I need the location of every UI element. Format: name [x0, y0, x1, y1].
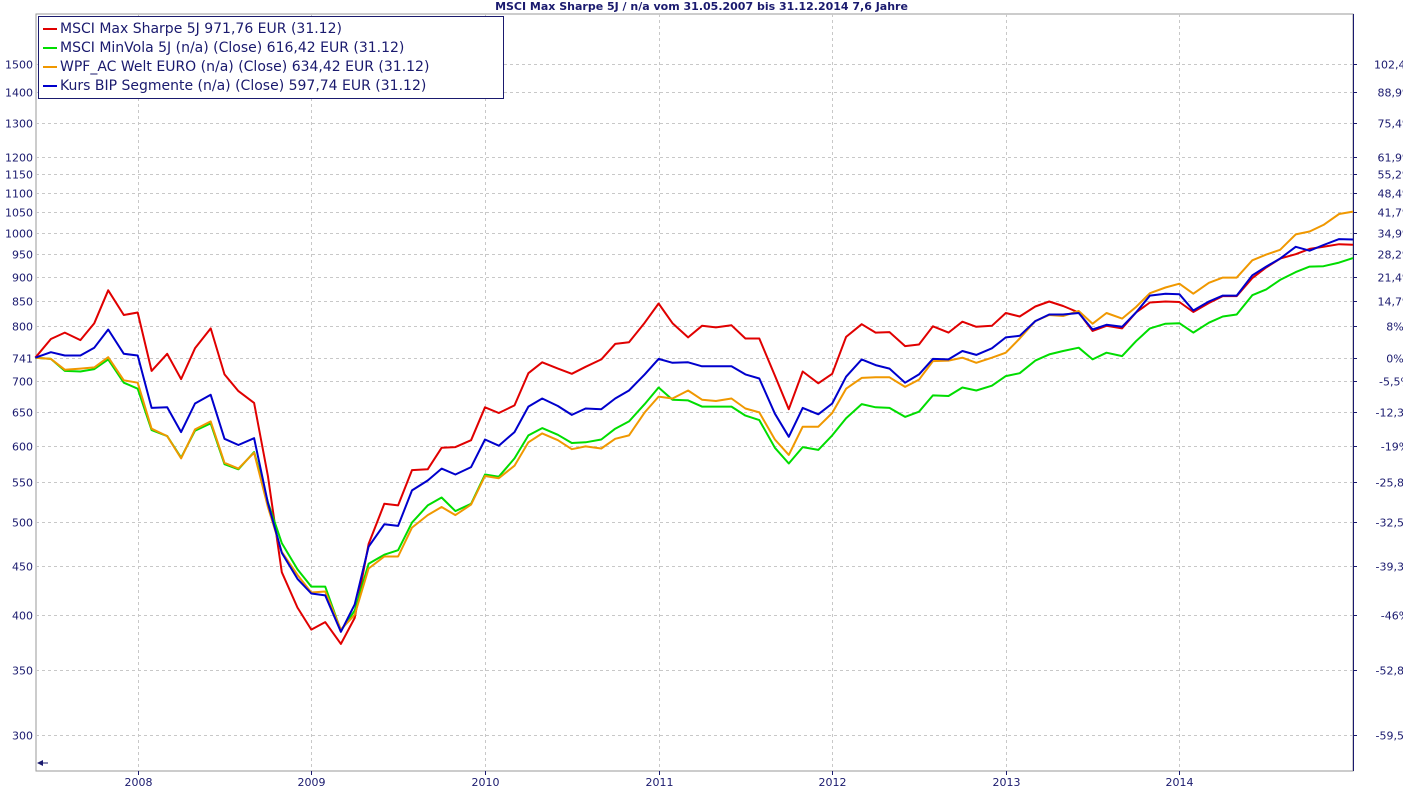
x-tick-label: 2008 [125, 776, 153, 788]
x-tick-label: 2013 [993, 776, 1021, 788]
x-tick-label: 2014 [1166, 776, 1194, 788]
x-tick-label: 2009 [298, 776, 326, 788]
legend-swatch [43, 65, 57, 68]
y-tick-label: 300 [12, 730, 33, 743]
legend-label: MSCI Max Sharpe 5J 971,76 EUR (31.12) [60, 20, 342, 37]
right-tick-label: -19% [1381, 441, 1403, 454]
right-tick-label: -46% [1381, 610, 1403, 623]
y-tick-label: 741 [12, 353, 33, 366]
legend-item: WPF_AC Welt EURO (n/a) (Close) 634,42 EU… [43, 57, 499, 76]
right-tick-label: 88,9% [1378, 87, 1403, 100]
y-tick-label: 500 [12, 517, 33, 530]
right-tick-label: -59,5% [1376, 730, 1403, 743]
right-tick-label: 55,2% [1378, 169, 1403, 182]
y-tick-label: 550 [12, 477, 33, 490]
right-tick-label: 102,4% [1374, 59, 1403, 72]
y-tick-label: 1050 [5, 207, 33, 220]
legend-label: MSCI MinVola 5J (n/a) (Close) 616,42 EUR… [60, 39, 405, 56]
x-tick-label: 2010 [472, 776, 500, 788]
legend-item: Kurs BIP Segmente (n/a) (Close) 597,74 E… [43, 76, 499, 95]
right-tick-label: -5,5% [1379, 376, 1403, 389]
right-tick-label: -32,5% [1376, 517, 1403, 530]
y-tick-label: 1300 [5, 118, 33, 131]
y-tick-label: 1150 [5, 169, 33, 182]
right-tick-label: -39,3% [1376, 561, 1403, 574]
y-tick-label: 700 [12, 376, 33, 389]
right-tick-label: -25,8% [1376, 477, 1403, 490]
legend-label: WPF_AC Welt EURO (n/a) (Close) 634,42 EU… [60, 58, 430, 75]
legend-swatch [43, 46, 57, 49]
right-tick-label: -52,8% [1376, 665, 1403, 678]
y-tick-label: 1000 [5, 228, 33, 241]
y-tick-label: 1500 [5, 59, 33, 72]
right-tick-label: 0% [1386, 353, 1403, 366]
right-tick-label: 8% [1386, 321, 1403, 334]
y-tick-label: 1100 [5, 188, 33, 201]
y-tick-label: 900 [12, 272, 33, 285]
right-tick-label: 28,2% [1378, 249, 1403, 262]
right-tick-label: 61,9% [1378, 152, 1403, 165]
y-tick-label: 350 [12, 665, 33, 678]
legend-item: MSCI MinVola 5J (n/a) (Close) 616,42 EUR… [43, 38, 499, 57]
series-line-3 [35, 210, 1354, 631]
right-tick-label: -12,3% [1376, 407, 1403, 420]
chart-title: MSCI Max Sharpe 5J / n/a vom 31.05.2007 … [495, 0, 908, 13]
series-line-4 [34, 238, 1354, 633]
y-tick-label: 400 [12, 610, 33, 623]
x-tick-label: 2011 [646, 776, 674, 788]
right-tick-label: 14,7% [1378, 296, 1403, 309]
y-tick-label: 450 [12, 561, 33, 574]
legend-label: Kurs BIP Segmente (n/a) (Close) 597,74 E… [60, 77, 427, 94]
right-tick-label: 34,9% [1378, 228, 1403, 241]
start-marker-icon [37, 760, 43, 766]
right-tick-label: 21,4% [1378, 272, 1403, 285]
legend-item: MSCI Max Sharpe 5J 971,76 EUR (31.12) [43, 19, 499, 38]
right-tick-label: 75,4% [1378, 118, 1403, 131]
right-tick-label: 41,7% [1378, 207, 1403, 220]
legend-swatch [43, 84, 57, 87]
y-tick-label: 600 [12, 441, 33, 454]
x-tick-label: 2012 [819, 776, 847, 788]
right-tick-label: 48,4% [1378, 188, 1403, 201]
y-tick-label: 650 [12, 407, 33, 420]
legend: MSCI Max Sharpe 5J 971,76 EUR (31.12) MSC… [38, 16, 504, 99]
y-tick-label: 1200 [5, 152, 33, 165]
y-tick-label: 950 [12, 249, 33, 262]
y-tick-label: 800 [12, 321, 33, 334]
legend-swatch [43, 27, 57, 30]
plot-area [35, 13, 1354, 772]
y-tick-label: 1400 [5, 87, 33, 100]
y-tick-label: 850 [12, 296, 33, 309]
